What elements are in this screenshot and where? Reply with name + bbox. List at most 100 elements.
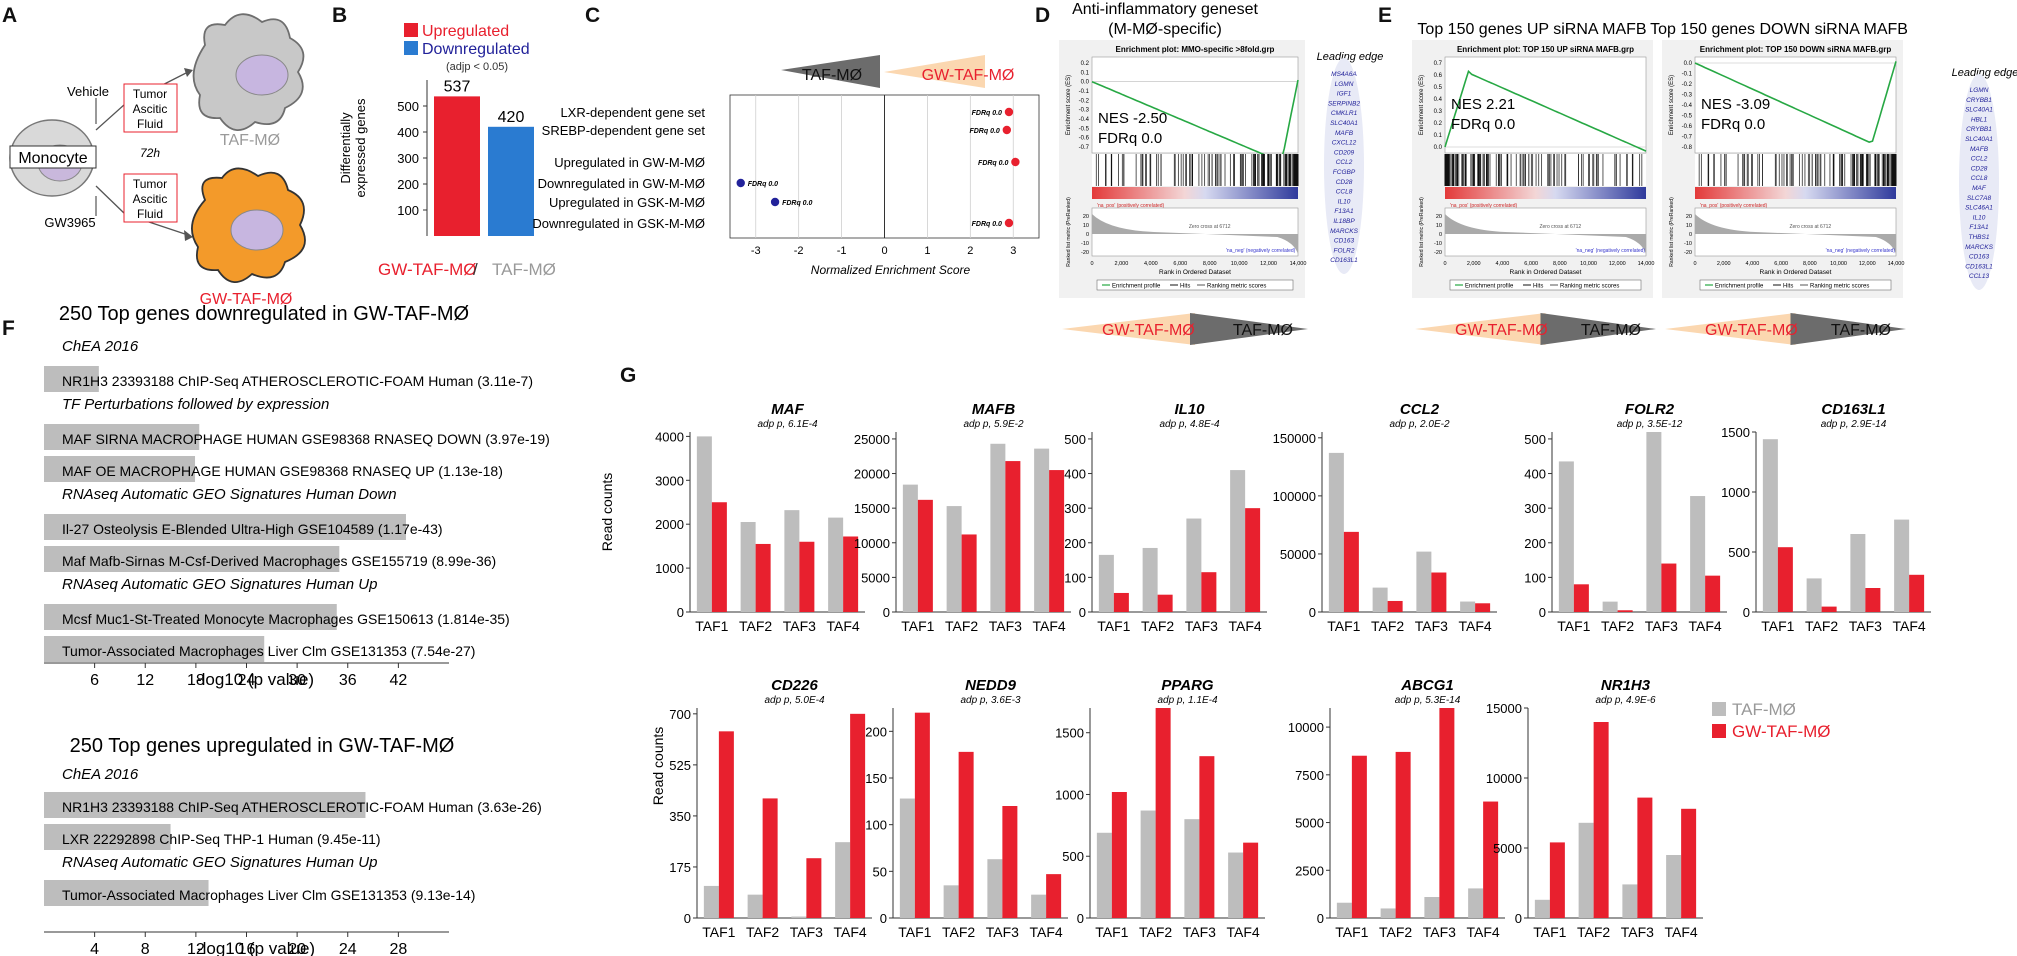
gsea-rank-tick: 10 xyxy=(1436,223,1442,229)
gsea-es-tick: 0.0 xyxy=(1434,145,1443,151)
g-bar-taf xyxy=(828,517,844,612)
g-ytick-label: 0 xyxy=(1077,911,1084,926)
gsea-xtick: 6,000 xyxy=(1173,261,1187,267)
g-bar-taf xyxy=(1460,601,1476,612)
g-bar-taf xyxy=(703,885,719,918)
b-ytick-label: 200 xyxy=(397,177,419,192)
g-ytick-label: 10000 xyxy=(1288,720,1324,735)
g-category-label: TAF4 xyxy=(1467,924,1500,940)
legend-note: (adjp < 0.05) xyxy=(446,61,508,73)
gsea-rank-tick: -10 xyxy=(1434,241,1442,247)
g-ytick-label: 3000 xyxy=(655,473,684,488)
panel-letter-b: B xyxy=(332,4,347,27)
gsea-nes: NES 2.21 xyxy=(1451,96,1515,113)
leading-edge-gene: HBL1 xyxy=(1971,116,1988,123)
panel-letter-e: E xyxy=(1378,4,1392,27)
c-xtick-label: 1 xyxy=(924,245,930,257)
g-ytick-label: 25000 xyxy=(854,432,890,447)
g-ytick-label: 5000 xyxy=(1295,816,1324,831)
gsea-rank-area xyxy=(1092,214,1298,254)
gsea-es-tick: -0.1 xyxy=(1682,72,1693,78)
g-category-label: TAF2 xyxy=(1139,924,1172,940)
g-category-label: TAF1 xyxy=(1533,924,1566,940)
c-gene-set-label: Upregulated in GSK-M-MØ xyxy=(549,195,705,210)
g-padj: adp p, 5.3E-14 xyxy=(1395,695,1461,706)
arrow-head-gw xyxy=(184,230,193,241)
f-bar-label: Tumor-Associated Macrophages Liver Clm G… xyxy=(62,643,475,659)
gsea-legend-box xyxy=(1699,279,1892,291)
g-ytick-label: 0 xyxy=(883,605,890,620)
gsea-es-tick: -0.6 xyxy=(1682,124,1693,130)
gsea-xtick: 14,000 xyxy=(1638,261,1655,267)
legend-down: Downregulated xyxy=(422,41,530,58)
f-bar-label: NR1H3 23393188 ChIP-Seq ATHEROSCLEROTIC-… xyxy=(62,799,542,815)
c-arrow-left xyxy=(781,55,880,88)
g-bar-gw xyxy=(917,499,933,612)
leading-edge-gene: CD163L1 xyxy=(1330,257,1358,264)
gsea-es-tick: -0.2 xyxy=(1682,82,1693,88)
g-ytick-label: 0 xyxy=(1079,605,1086,620)
g-category-label: TAF2 xyxy=(1577,924,1610,940)
e-gsea-plot-up: Enrichment plot: TOP 150 UP siRNA MAFB.g… xyxy=(1412,40,1656,345)
c-gene-set-label: Downregulated in GW-M-MØ xyxy=(538,176,705,191)
leading-edge-gene: IGF1 xyxy=(1337,91,1352,98)
gsea-arrow-left-label: GW-TAF-MØ xyxy=(1102,322,1195,339)
fluid-box-top xyxy=(123,83,178,133)
g-bar-taf xyxy=(987,859,1003,918)
panel-letter-d: D xyxy=(1035,4,1050,27)
gsea-fdr: FDRq 0.0 xyxy=(1701,116,1765,133)
gsea-legend-ranking: Ranking metric scores xyxy=(1207,284,1266,290)
g-bar-taf xyxy=(943,885,959,918)
leading-edge-title: Leading edge xyxy=(1317,51,1384,63)
b-xlabel-gw: GW-TAF-MØ xyxy=(378,260,477,279)
gsea-es-tick: -0.4 xyxy=(1079,117,1090,123)
gsea-arrow-left xyxy=(1665,313,1796,345)
g-category-label: TAF1 xyxy=(898,924,931,940)
gsea-es-ylabel: Enrichment score (ES) xyxy=(1066,75,1072,135)
f-bar xyxy=(44,366,99,392)
panel-letters: A B C D E F G xyxy=(2,4,1392,387)
g-bar-taf xyxy=(946,506,962,612)
f-bar xyxy=(44,792,366,818)
c-xtick-label: -1 xyxy=(837,245,847,257)
g-ytick-label: 10000 xyxy=(1486,771,1522,786)
leading-edge-gene: CCL13 xyxy=(1969,273,1990,280)
b-ylabel-2: expressed genes xyxy=(353,98,368,198)
gsea-neg-label: 'na_neg' (negatively correlated) xyxy=(1226,248,1296,254)
g-legend-taf: TAF-MØ xyxy=(1732,700,1796,719)
c-nes-point xyxy=(1002,125,1012,135)
leading-edge-gene: F13A1 xyxy=(1334,208,1354,215)
leading-edge-gene: LGMN xyxy=(1970,87,1989,94)
g-category-label: TAF4 xyxy=(1229,618,1262,634)
gsea-xtick: 0 xyxy=(1693,261,1696,267)
g-ytick-label: 50 xyxy=(873,864,887,879)
leading-edge-gene: FCGBP xyxy=(1333,169,1356,176)
leading-edge-gene: CD163L1 xyxy=(1965,263,1993,270)
g-bar-gw xyxy=(1431,572,1447,612)
g-bar-taf xyxy=(1380,908,1396,918)
gsea-es-tick: 0.5 xyxy=(1434,85,1443,91)
leading-edge-oval xyxy=(1959,74,1999,290)
gsea-color-bar xyxy=(1695,187,1896,199)
gsea-arrow-right-label: TAF-MØ xyxy=(1233,322,1293,339)
g-bar-taf xyxy=(1336,902,1352,918)
g-ytick-label: 500 xyxy=(1062,849,1084,864)
f-xtick-label: 20 xyxy=(288,941,306,956)
g-gene-title: MAFB xyxy=(972,401,1015,418)
gsea-fdr: FDRq 0.0 xyxy=(1098,130,1162,147)
panel-e-gsea: Top 150 genes UP siRNA MAFB Top 150 gene… xyxy=(1412,21,2017,345)
gsea-es-tick: 0.3 xyxy=(1434,109,1443,115)
g-gene-title: CCL2 xyxy=(1400,401,1440,418)
g-ytick-label: 700 xyxy=(669,707,691,722)
gsea-rank-area xyxy=(1445,214,1646,254)
gsea-es-tick: -0.3 xyxy=(1682,93,1693,99)
g-bar-taf xyxy=(1558,461,1574,612)
arrow-head-taf xyxy=(184,68,193,77)
leading-edge-gene: SERPINB2 xyxy=(1328,100,1361,107)
g-ytick-label: 15000 xyxy=(854,501,890,516)
gw-nucleus-illustration xyxy=(230,209,284,251)
